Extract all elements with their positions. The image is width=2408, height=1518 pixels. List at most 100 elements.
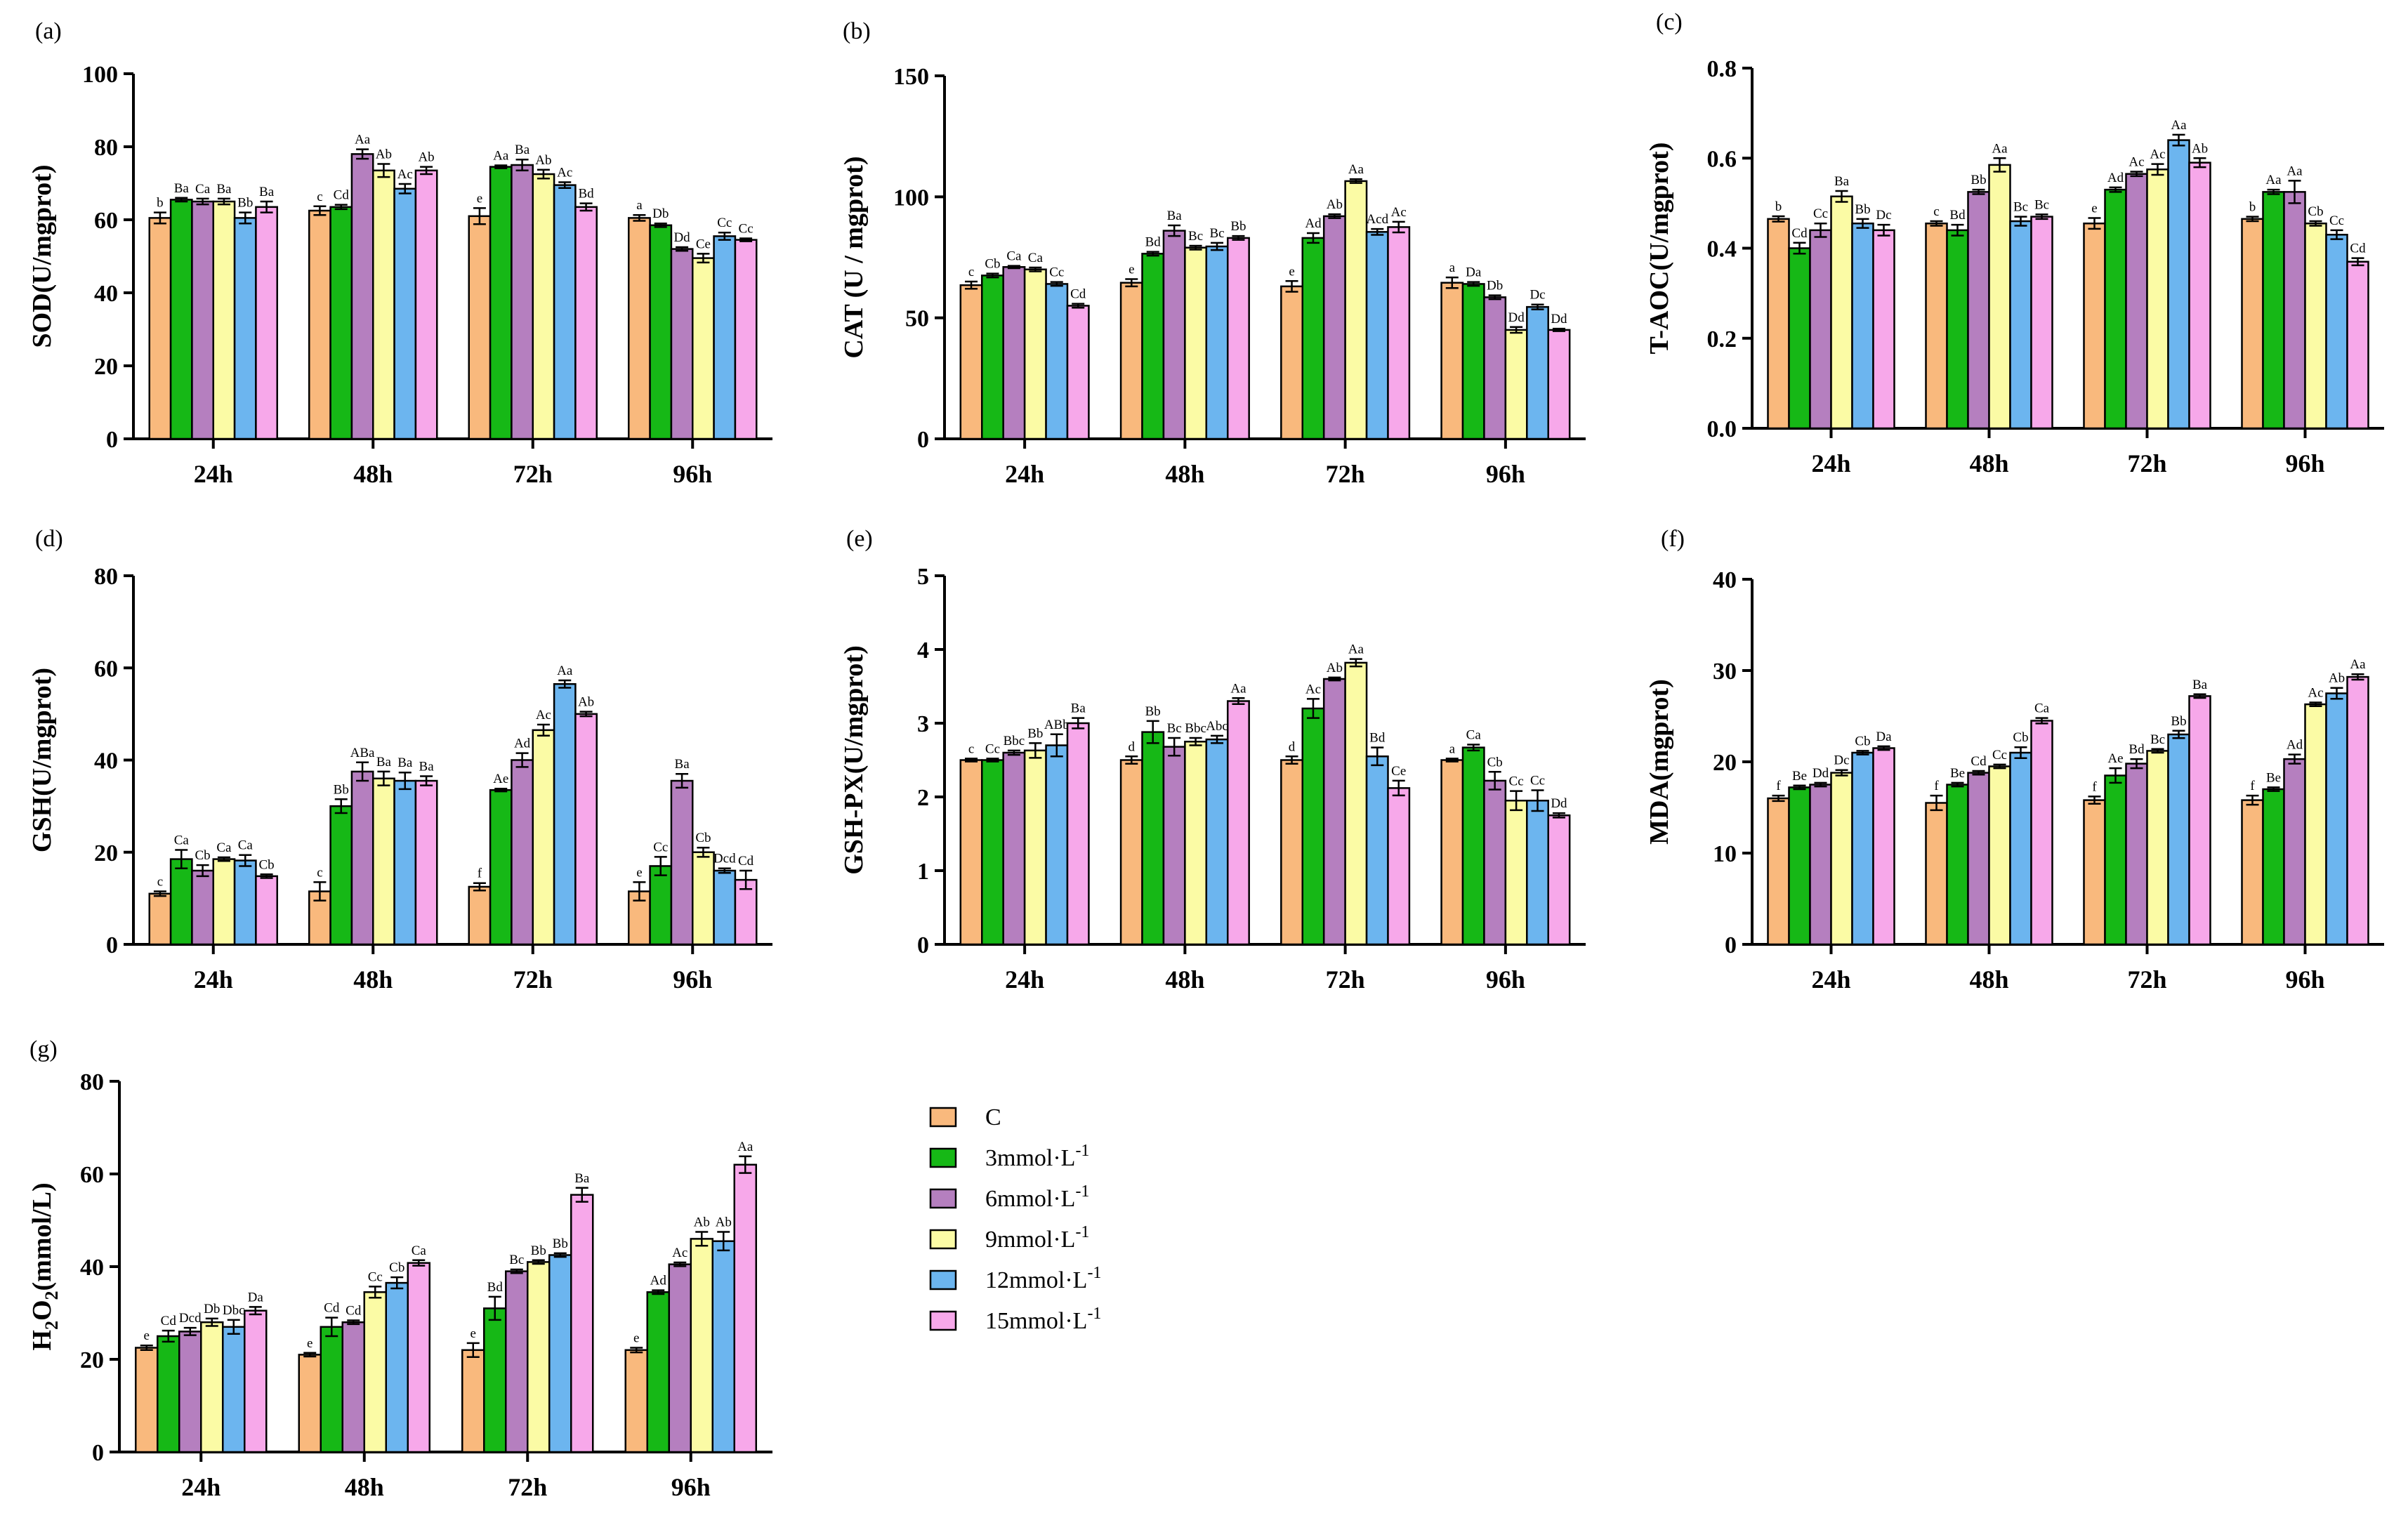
category-label: 24h [1811,449,1850,477]
bar [1045,744,1069,946]
bar [2104,188,2127,430]
bar [2304,222,2327,430]
bar [329,206,353,440]
bar [1280,285,1304,440]
bar [574,206,598,440]
significance-label: Ca [1466,727,1482,742]
significance-label: Ab [694,1215,710,1230]
bar [692,851,715,946]
bar [1988,164,2011,430]
significance-label: Ba [1071,701,1086,716]
significance-label: Ba [675,757,690,772]
y-tick-label: 0.2 [1707,326,1737,352]
significance-label: Bc [2013,200,2028,215]
category-label: 96h [671,1473,711,1501]
bar [711,1240,735,1453]
bar [350,770,374,946]
category-label: 48h [1165,460,1204,488]
significance-label: Cc [717,216,732,230]
bar [308,209,331,440]
bar [553,682,577,946]
y-tick-label: 3 [917,711,929,737]
significance-label: Cb [2013,730,2028,745]
bar [1365,231,1389,440]
bar [532,173,555,440]
bar [1767,218,1790,430]
bar [2083,799,2106,946]
chart-panel-a: (a) 0 20 40 60 80 100 SOD(U/mgprot) 24h b Ba Ca Ba Bb… [27,18,772,488]
significance-label: Bb [1027,726,1043,741]
y-tick-label: 1 [917,859,929,885]
y-axis-label: SOD(U/mgprot) [27,164,57,348]
bar [668,1263,692,1453]
significance-label: Ac [1391,205,1407,220]
significance-label: Aa [1348,162,1364,177]
panel-label: (c) [1656,9,1683,35]
bar [1184,741,1208,946]
legend-label: 6mmol·L-1 [985,1182,1089,1212]
significance-label: f [2092,779,2097,794]
bar [959,284,983,440]
bar [489,166,513,440]
bar [1547,329,1571,440]
bar [2262,191,2285,430]
y-tick-label: 10 [1713,841,1737,867]
significance-label: Ad [650,1274,667,1288]
y-tick-label: 4 [917,638,929,664]
significance-label: Cd [1070,287,1086,302]
significance-label: Cb [389,1260,404,1275]
panel-label: (a) [35,18,62,44]
y-axis-label: GSH(U/mgprot) [27,668,57,852]
y-axis-label: GSH-PX(U/mgprot) [839,645,869,875]
bar [1184,246,1208,440]
bar [329,805,353,946]
y-tick-label: 80 [94,564,118,590]
significance-label: Bb [237,196,253,211]
significance-label: Ca [1006,249,1022,264]
category-label: 96h [2285,449,2324,477]
significance-label: Bc [1188,229,1203,244]
bar [553,184,577,440]
significance-label: d [1289,739,1296,754]
bar [981,759,1004,946]
y-axis-label: MDA(mgprot) [1645,679,1674,845]
bar [191,869,214,946]
panel-label: (f) [1661,526,1685,552]
significance-label: e [1129,263,1134,277]
significance-label: Cc [1049,265,1064,280]
significance-label: Aa [1992,141,2008,156]
bar [1045,283,1069,440]
bar [2030,720,2053,946]
bar [2346,260,2369,430]
significance-label: Ca [238,838,254,853]
significance-label: Ab [376,147,392,161]
category-label: 72h [508,1473,547,1501]
significance-label: Ba [259,185,275,199]
significance-label: a [1449,741,1456,756]
y-tick-label: 40 [80,1255,104,1281]
bar [1872,229,1895,430]
significance-label: f [2250,779,2255,793]
significance-label: Dd [1812,766,1829,781]
significance-label: Cd [1971,754,1987,769]
significance-label: f [1776,779,1781,793]
significance-label: Cc [2329,213,2344,228]
significance-label: Be [2266,770,2281,785]
bar [461,1349,485,1453]
legend-swatch [929,1188,957,1209]
significance-label: e [1289,264,1294,279]
bar [1119,759,1143,946]
significance-label: Ab [2329,671,2345,686]
significance-label: Ad [2107,171,2124,185]
significance-label: Bb [1230,219,1246,234]
bar [959,759,983,946]
bar [527,1261,551,1453]
bar [713,235,737,440]
significance-label: Cc [1509,774,1524,789]
bar [2009,220,2032,430]
significance-label: Da [1876,730,1892,744]
significance-label: a [1449,260,1456,275]
significance-label: b [1775,199,1782,214]
bar [393,779,417,946]
